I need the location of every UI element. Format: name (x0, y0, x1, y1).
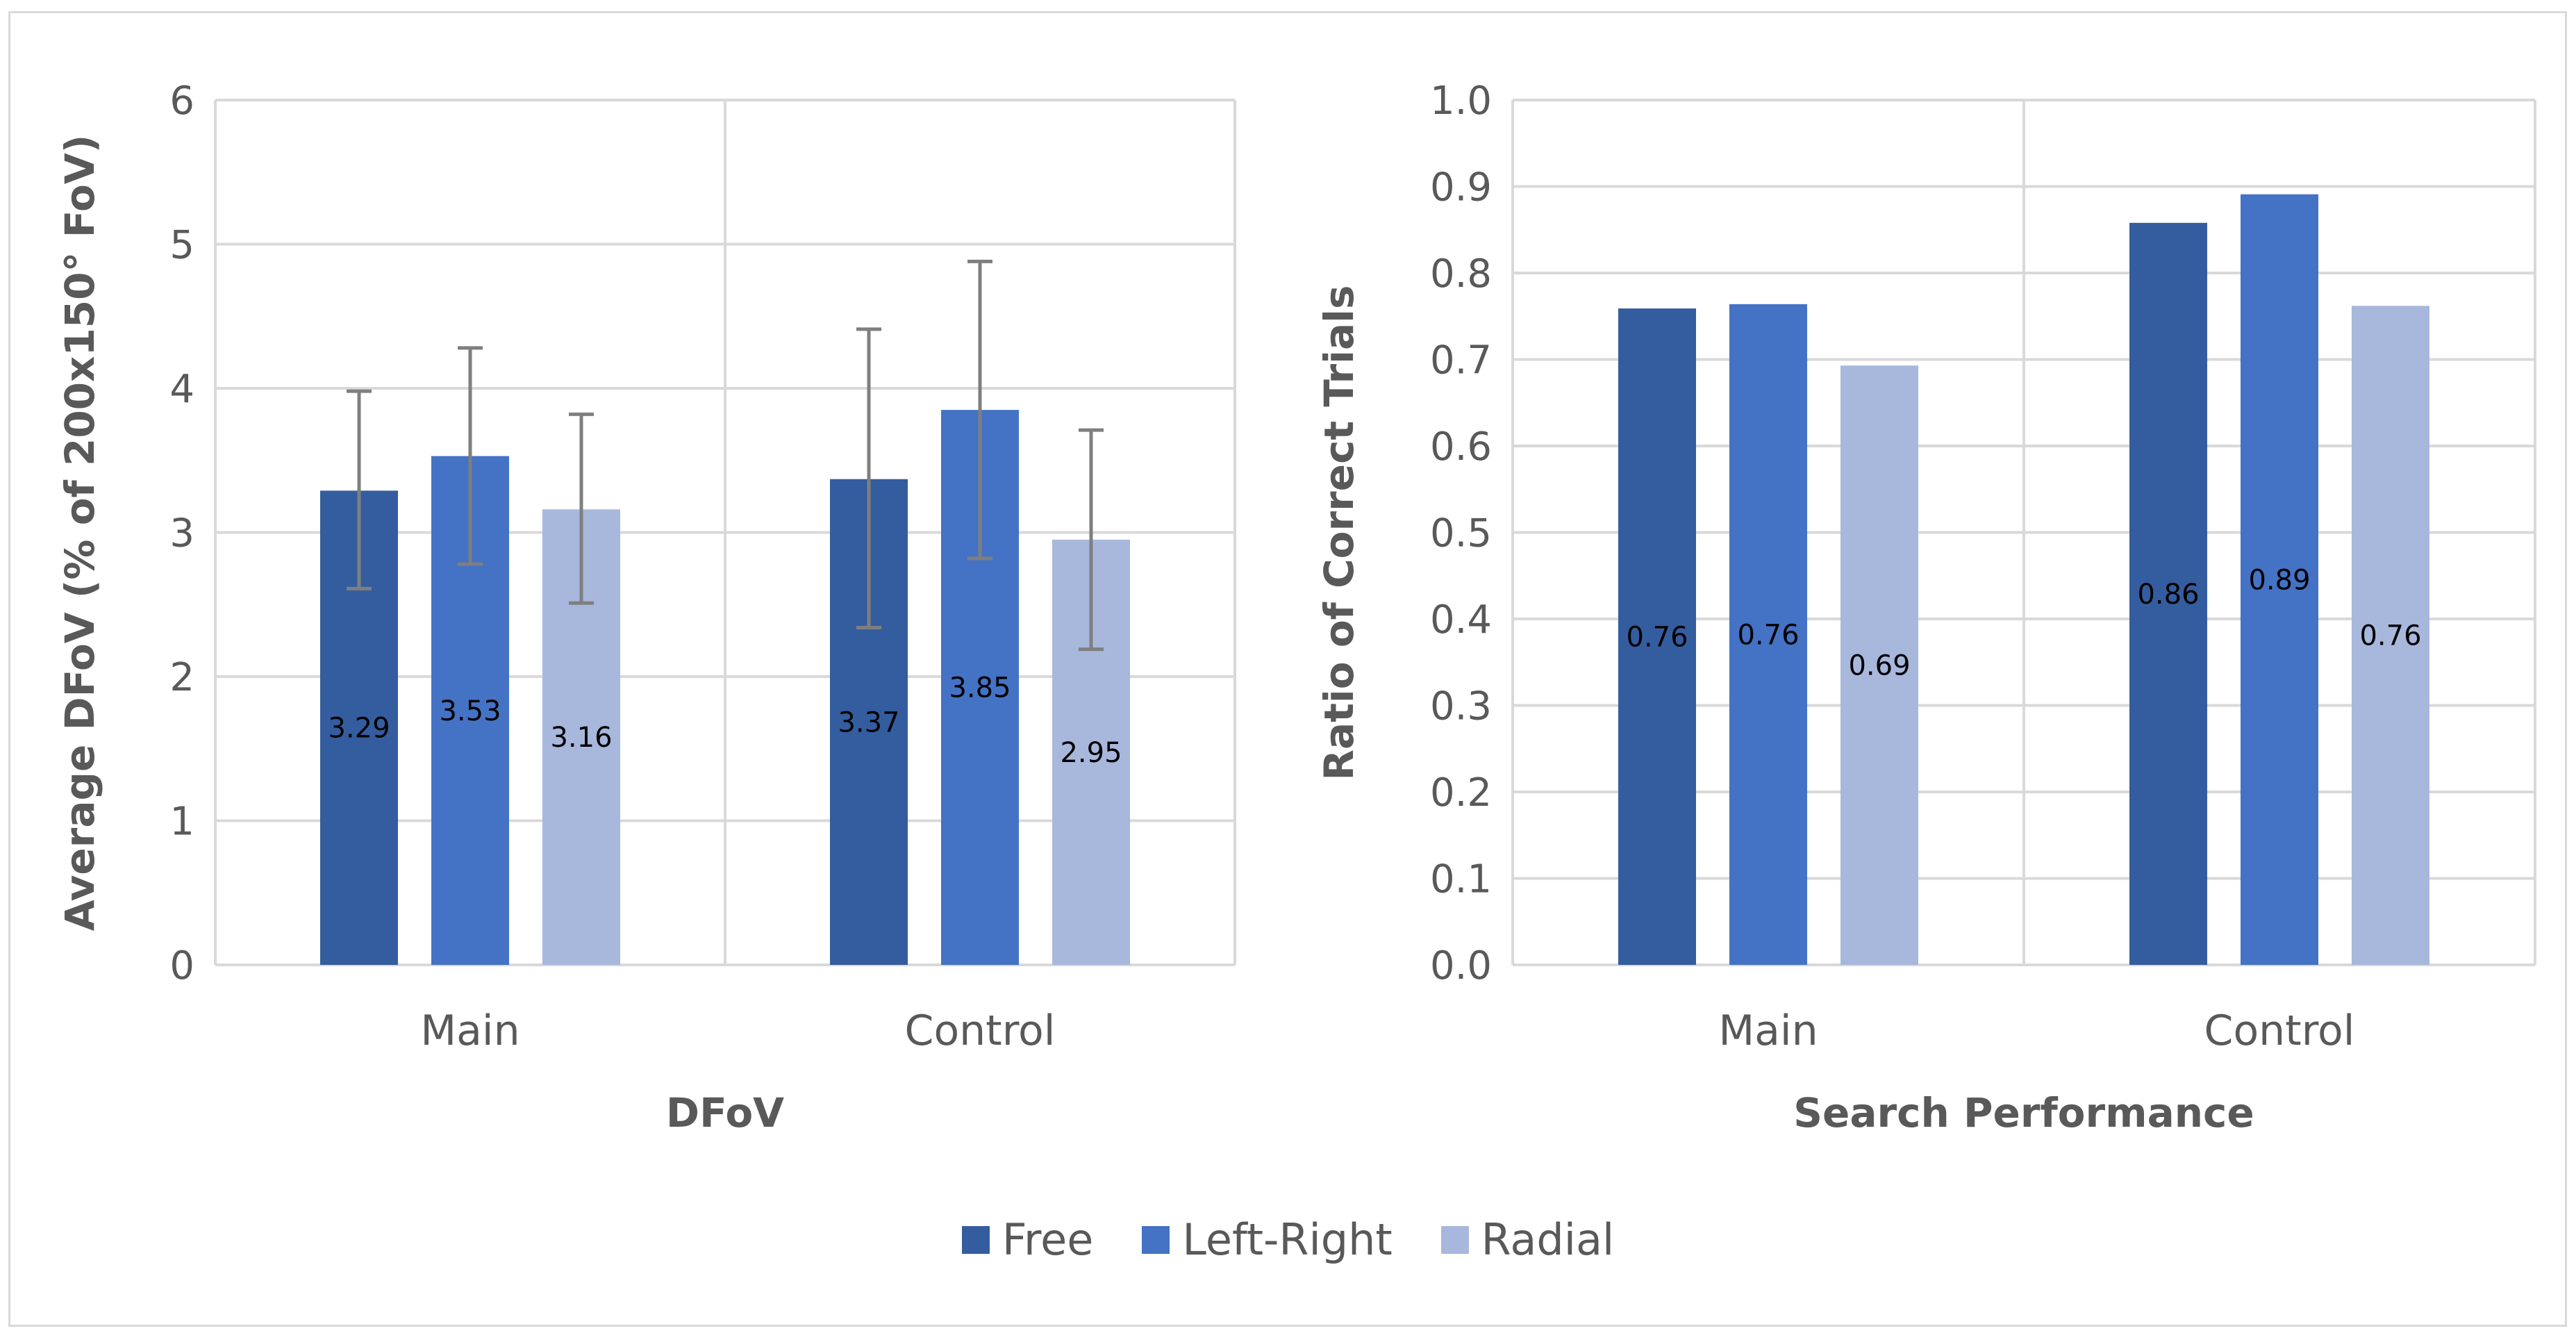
y-tick-label: 0.9 (1430, 165, 1492, 210)
x-category-label-main: Main (420, 1007, 520, 1055)
data-label-free-control: 0.86 (2137, 579, 2199, 611)
y-tick-label: 0.8 (1430, 251, 1492, 297)
y-tick-label: 0.5 (1430, 511, 1492, 556)
bar-free-main (1618, 308, 1696, 965)
y-tick-label: 0.3 (1430, 684, 1492, 729)
y-tick-label: 1 (169, 800, 194, 845)
y-tick-label: 0.4 (1430, 597, 1492, 643)
data-label-left-right-main: 3.53 (439, 695, 501, 727)
chart-2: 0.0 0.1 0.2 0.3 0.4 0.5 0.6 0.7 0.8 0.9 1.0 0.76 0.7… (1315, 78, 2536, 1136)
x-axis-title: Search Performance (1793, 1089, 2254, 1136)
x-category-label-control: Control (905, 1007, 1056, 1055)
legend-swatch-radial (1440, 1225, 1469, 1254)
y-tick-label: 0.2 (1430, 770, 1492, 816)
y-tick-label: 0.6 (1430, 424, 1492, 470)
legend-label-left-right: Left-Right (1182, 1214, 1393, 1265)
legend-label-free: Free (1002, 1214, 1094, 1265)
bar-left-right-main (1729, 304, 1807, 965)
y-tick-label: 0.0 (1430, 943, 1492, 989)
y-tick-label: 2 (169, 655, 194, 700)
bar-radial-control (2352, 306, 2429, 965)
data-label-radial-control: 0.76 (2359, 620, 2421, 652)
y-tick-label: 3 (169, 511, 194, 556)
data-label-radial-main: 0.69 (1848, 650, 1910, 682)
bar-left-right-control (2241, 194, 2318, 966)
data-label-radial-main: 3.16 (550, 722, 612, 754)
data-label-free-control: 3.37 (838, 706, 899, 738)
y-axis-title: Average DFoV (% of 200x150° FoV) (56, 135, 103, 931)
y-tick-label: 6 (169, 78, 194, 124)
chart-area-border (8, 11, 2567, 1327)
legend-swatch-free (961, 1225, 990, 1254)
legend-item-left-right: Left-Right (1142, 1214, 1393, 1265)
x-axis-title: DFoV (666, 1089, 784, 1136)
x-category-label-main: Main (1718, 1007, 1818, 1055)
data-label-left-right-main: 0.76 (1737, 619, 1799, 651)
bar-radial-main (1840, 365, 1918, 965)
y-tick-label: 5 (169, 223, 194, 268)
bar-free-control (2129, 222, 2207, 965)
y-tick-label: 1.0 (1430, 78, 1492, 124)
data-label-free-main: 0.76 (1626, 622, 1688, 654)
x-category-label-control: Control (2204, 1007, 2355, 1055)
legend-item-free: Free (961, 1214, 1094, 1265)
legend-label-radial: Radial (1481, 1214, 1615, 1265)
y-tick-label: 0.7 (1430, 338, 1492, 383)
legend-item-radial: Radial (1440, 1214, 1615, 1265)
y-tick-label: 4 (169, 367, 194, 412)
y-axis-title: Ratio of Correct Trials (1315, 285, 1363, 780)
data-label-left-right-control: 0.89 (2248, 564, 2310, 596)
y-tick-label: 0 (169, 943, 194, 989)
legend-swatch-left-right (1142, 1225, 1170, 1254)
chart-1: 0 1 2 3 4 5 6 3.29 3.53 3.16 Main 3.37 3.85 2.95 Contr… (56, 78, 1236, 1136)
y-tick-label: 0.1 (1430, 857, 1492, 902)
data-label-left-right-control: 3.85 (949, 672, 1011, 704)
data-label-radial-control: 2.95 (1060, 737, 1122, 769)
legend: Free Left-Right Radial (0, 1214, 2576, 1265)
data-label-free-main: 3.29 (328, 713, 390, 745)
